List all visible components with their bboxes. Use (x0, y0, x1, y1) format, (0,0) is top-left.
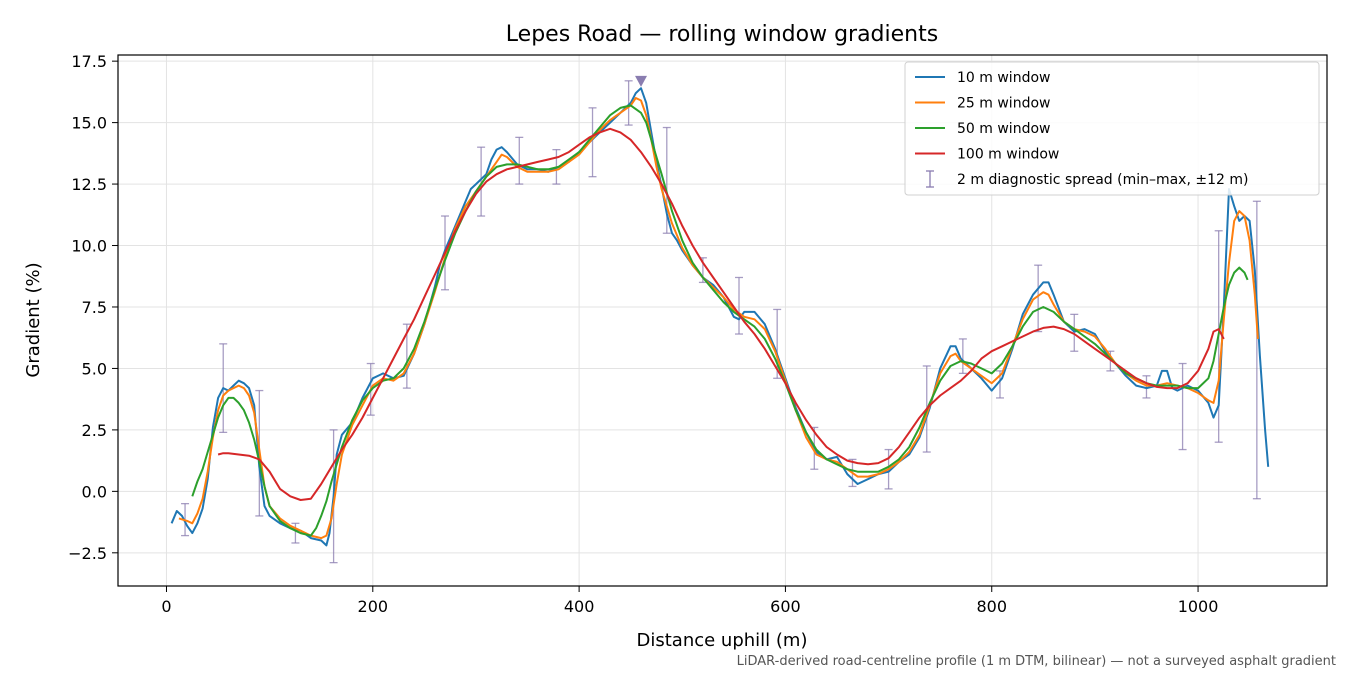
errorbar (477, 146, 486, 217)
x-axis-label: Distance uphill (m) (637, 630, 808, 651)
footnote: LiDAR-derived road-centreline profile (1… (737, 654, 1336, 669)
x-axis-ticks: 0 200 400 600 800 1000 (161, 586, 1218, 616)
legend: 10 m window 25 m window 50 m window 100 m w… (904, 61, 1320, 196)
legend-box (904, 61, 1320, 196)
legend-errorbar-swatch (926, 170, 934, 188)
errorbar (773, 308, 782, 379)
chart-title: Lepes Road — rolling window gradients (506, 22, 938, 47)
y-tick-label: 17.5 (71, 52, 107, 71)
x-tick-label: 0 (161, 597, 171, 616)
y-tick-label: 2.5 (82, 421, 107, 440)
legend-label: 50 m window (957, 121, 1050, 137)
y-axis-ticks: −2.5 0.0 2.5 5.0 7.5 10.0 12.5 15.0 17.5 (68, 52, 118, 563)
x-tick-label: 400 (564, 597, 595, 616)
y-tick-label: 10.0 (71, 237, 107, 256)
legend-label: 25 m window (957, 96, 1050, 112)
y-tick-label: 5.0 (82, 359, 107, 378)
errorbar (515, 136, 524, 185)
errorbar (624, 80, 633, 126)
errorbar (1070, 313, 1079, 352)
errorbar (958, 338, 967, 375)
axes-frame (117, 54, 1328, 587)
x-tick-label: 600 (770, 597, 801, 616)
y-tick-label: 0.0 (82, 482, 107, 501)
legend-label: 100 m window (957, 147, 1059, 163)
y-tick-label: 7.5 (82, 298, 107, 317)
x-tick-label: 200 (358, 597, 389, 616)
peak-marker (635, 75, 648, 87)
legend-label: 10 m window (957, 70, 1050, 86)
y-axis-label: Gradient (%) (23, 262, 44, 377)
series-line-100-m-window (217, 127, 1225, 501)
errorbar (1142, 375, 1151, 399)
errorbar (1252, 200, 1261, 500)
y-tick-label: −2.5 (68, 544, 107, 563)
x-tick-label: 1000 (1178, 597, 1219, 616)
errorbar (291, 522, 300, 544)
plot-area (170, 75, 1270, 564)
y-tick-label: 15.0 (71, 114, 107, 133)
errorbar (588, 107, 597, 178)
errorbar (1178, 362, 1187, 451)
series-line-50-m-window (191, 104, 1249, 537)
y-tick-label: 12.5 (71, 175, 107, 194)
x-tick-label: 800 (976, 597, 1007, 616)
legend-label: 2 m diagnostic spread (min–max, ±12 m) (957, 172, 1248, 188)
errorbar (735, 276, 744, 335)
